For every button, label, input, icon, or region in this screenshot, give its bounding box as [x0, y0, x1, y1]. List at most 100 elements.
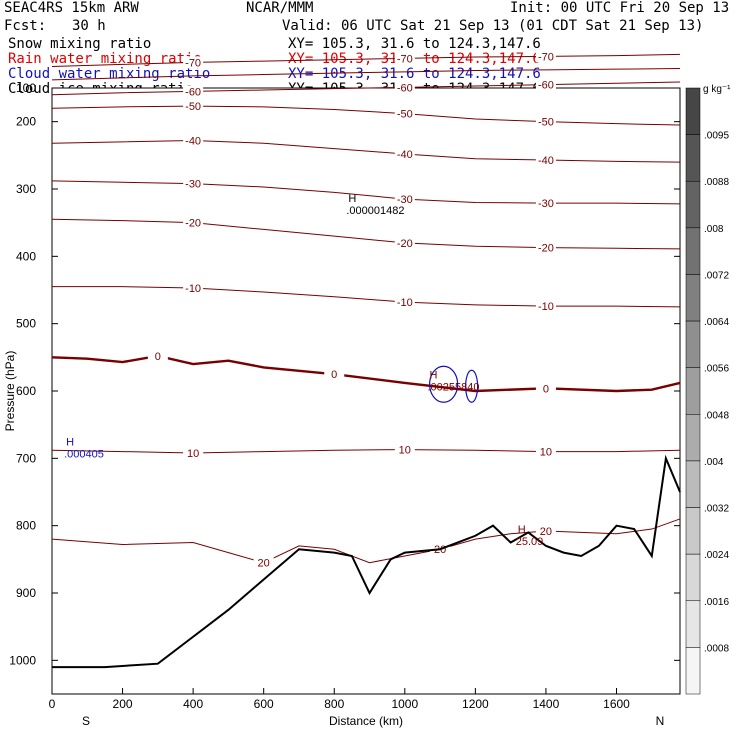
temperature-contour-label: -10 — [185, 283, 201, 295]
temperature-contour-label: 10 — [540, 447, 552, 459]
temperature-contour-line — [51, 180, 681, 205]
temperature-contour-label: -70 — [538, 51, 554, 63]
extremum-marker-h: H — [430, 369, 438, 381]
colorbar-tick-label: .0056 — [704, 364, 729, 375]
temperature-contour-label: 0 — [331, 369, 337, 381]
temperature-contour-label: -30 — [538, 198, 554, 210]
contour-label-bg — [394, 296, 415, 309]
colorbar-bin — [685, 367, 701, 415]
colorbar-tick-label: .0032 — [704, 504, 729, 515]
temperature-contour-label: 20 — [540, 526, 552, 538]
temperature-contour-label: 20 — [258, 558, 270, 570]
contour-label-bg — [535, 197, 556, 210]
x-tick-label: 1400 — [533, 697, 560, 711]
temperature-contour-label: -10 — [538, 301, 554, 313]
colorbar-bin — [685, 414, 701, 462]
contour-label-bg — [535, 382, 556, 395]
temperature-contour-label: 10 — [187, 448, 199, 460]
extremum-marker-value: 25.09 — [516, 536, 544, 548]
temperature-contour-label: -30 — [185, 179, 201, 191]
contour-label-bg — [535, 78, 556, 91]
contour-label-bg — [535, 50, 556, 63]
temperature-contour-label: -60 — [185, 86, 201, 98]
south-end-label: S — [82, 714, 90, 728]
y-tick-label-top: 100 — [16, 81, 36, 95]
contour-label-bg — [535, 300, 556, 313]
y-tick-label: 800 — [16, 519, 36, 533]
cloud-water-contour — [429, 365, 459, 403]
temperature-contour-line — [51, 218, 681, 250]
terrain-line — [52, 454, 681, 669]
model-title: SEAC4RS 15km ARW — [4, 0, 139, 16]
colorbar-tick-label: .0024 — [704, 550, 729, 561]
field-snow-label: Snow mixing ratio — [8, 36, 152, 52]
contour-label-bg — [394, 81, 415, 94]
temperature-contour-label: -70 — [397, 53, 413, 65]
y-tick-label: 1000 — [9, 653, 36, 667]
temperature-contour-label: 0 — [155, 351, 161, 363]
x-tick-label: 1200 — [462, 697, 489, 711]
contour-label-bg — [535, 525, 556, 538]
colorbar-tick-label: .0048 — [704, 410, 729, 421]
colorbar-bin — [685, 647, 701, 695]
extremum-marker-value: .000001482 — [346, 205, 404, 217]
y-tick-label: 300 — [16, 182, 36, 196]
temperature-contour-label: -40 — [185, 136, 201, 148]
colorbar-bin — [685, 134, 701, 182]
temperature-contour-label: -10 — [397, 297, 413, 309]
temperature-contour-label: -60 — [538, 80, 554, 92]
north-end-label: N — [656, 714, 665, 728]
colorbar-tick-label: .0095 — [704, 131, 729, 142]
temperature-contour-line — [52, 286, 681, 308]
colorbar-bin — [685, 507, 701, 555]
colorbar-bin — [685, 87, 701, 135]
temperature-contour-line — [51, 105, 681, 126]
contour-label-bg — [394, 193, 415, 206]
contour-label-bg — [394, 236, 415, 249]
colorbar-bin — [685, 274, 701, 322]
colorbar-bin — [685, 553, 701, 602]
valid-time: Valid: 06 UTC Sat 21 Sep 13 (01 CDT Sat … — [282, 18, 704, 34]
x-tick-label: 800 — [324, 697, 344, 711]
temperature-contour-label: -20 — [185, 218, 201, 230]
colorbar-bin — [685, 180, 701, 229]
forecast-hours: 30 h — [72, 18, 106, 34]
temperature-contour-line — [51, 449, 681, 454]
contour-label-bg — [147, 349, 168, 362]
temperature-contour-label: -50 — [538, 117, 554, 129]
extremum-marker-value: .00255840 — [428, 381, 480, 393]
y-tick-label: 900 — [16, 586, 36, 600]
colorbar-bin — [685, 320, 701, 368]
temperature-contour-line — [51, 140, 681, 163]
contour-label-bg — [535, 445, 556, 458]
temperature-contour-line — [51, 518, 681, 564]
colorbar-tick-label: .0008 — [704, 643, 729, 654]
contour-label-bg — [535, 115, 556, 128]
field-cloudwater-xy: XY= 105.3, 31.6 to 124.3,147.6 — [288, 66, 541, 82]
contour-label-bg — [324, 368, 345, 381]
contour-label-bg — [253, 556, 274, 569]
org-title: NCAR/MMM — [246, 0, 314, 16]
temperature-contour-label: -60 — [397, 82, 413, 94]
temperature-contour-line — [51, 53, 681, 67]
colorbar-bin — [685, 460, 701, 508]
y-tick-label: 500 — [16, 317, 36, 331]
temperature-contour-label: -50 — [185, 101, 201, 113]
y-tick-label: 400 — [16, 249, 36, 263]
colorbar-bin — [685, 227, 701, 275]
extremum-marker-h: H — [348, 193, 356, 205]
extremum-marker-h: H — [518, 524, 526, 536]
plot-frame — [51, 87, 681, 695]
temperature-contour-label: -70 — [185, 57, 201, 69]
extremum-marker-value: .000405 — [64, 449, 104, 461]
x-tick-label: 400 — [183, 697, 203, 711]
colorbar-tick-label: .0064 — [704, 317, 729, 328]
x-tick-label: 200 — [113, 697, 133, 711]
temperature-contour-label: -40 — [538, 155, 554, 167]
x-tick-label: 0 — [49, 697, 56, 711]
contour-label-bg — [535, 154, 556, 167]
contour-label-bg — [535, 241, 556, 254]
colorbar-bin — [685, 600, 701, 648]
temperature-contour-label: 10 — [399, 445, 411, 457]
